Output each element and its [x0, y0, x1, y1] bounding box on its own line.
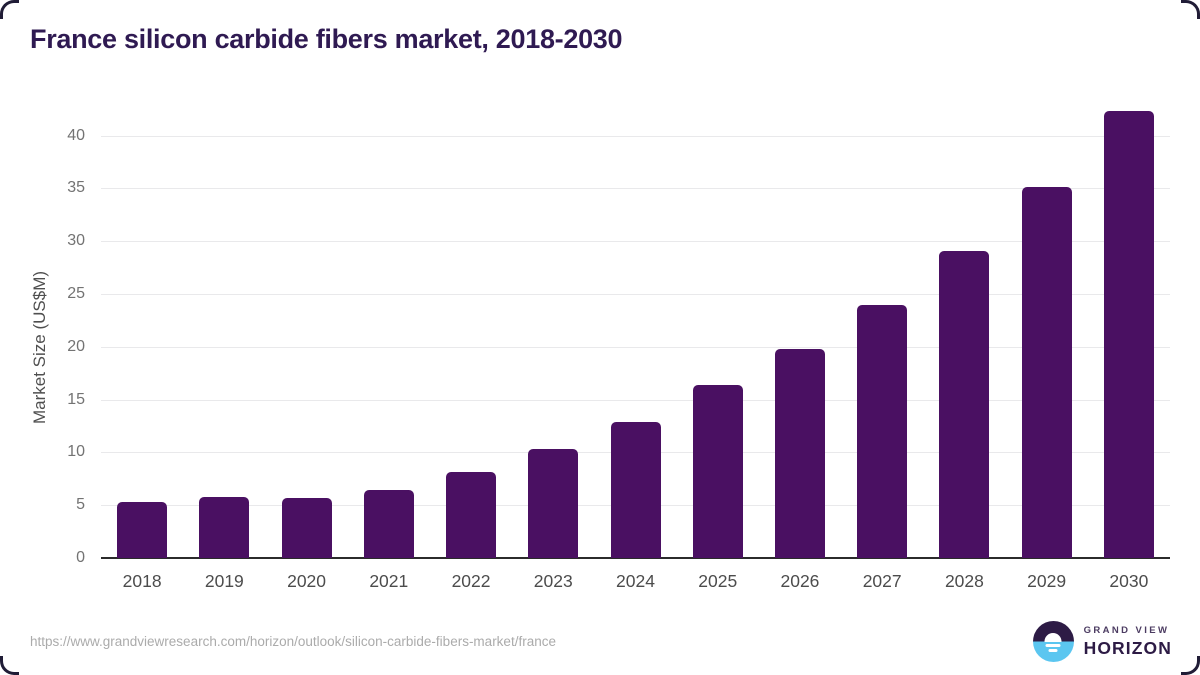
x-tick-label-2025: 2025: [698, 571, 738, 591]
x-tick-label-2024: 2024: [616, 571, 655, 591]
source-url: https://www.grandviewresearch.com/horizo…: [30, 634, 556, 649]
y-tick-label-20: 20: [67, 337, 85, 355]
bar-2021[interactable]: [363, 490, 414, 558]
bar-2028[interactable]: [939, 250, 990, 558]
bar-2026[interactable]: [774, 348, 825, 558]
gridline-40: [101, 135, 1170, 137]
x-tick-label-2030: 2030: [1109, 571, 1149, 591]
logo-reflection-line-icon: [1045, 643, 1061, 647]
y-tick-label-40: 40: [67, 126, 85, 144]
bar-2022[interactable]: [446, 472, 497, 558]
x-axis-line: [101, 557, 1170, 559]
bar-2029[interactable]: [1021, 187, 1072, 558]
x-tick-label-2026: 2026: [780, 571, 820, 591]
card-corner-top-left: [0, 0, 19, 19]
y-tick-label-5: 5: [76, 496, 85, 514]
horizon-sunrise-icon: [1032, 621, 1074, 662]
grand-view-horizon-logo: GRAND VIEW HORIZON: [1032, 621, 1172, 662]
bar-2018[interactable]: [117, 502, 168, 558]
gridline-15: [101, 399, 1170, 401]
x-tick-label-2020: 2020: [287, 571, 327, 591]
y-tick-label-25: 25: [67, 285, 85, 302]
y-tick-label-15: 15: [67, 390, 85, 408]
logo-brand-name: GRAND VIEW: [1083, 624, 1170, 636]
y-tick-label-0: 0: [76, 549, 85, 566]
bar-2027[interactable]: [857, 304, 908, 558]
bar-2030[interactable]: [1103, 111, 1154, 558]
x-tick-label-2019: 2019: [204, 571, 244, 591]
gridline-30: [101, 241, 1170, 243]
y-tick-label-35: 35: [67, 179, 85, 197]
gridline-25: [101, 294, 1170, 295]
y-tick-label-30: 30: [67, 232, 85, 250]
logo-sun-dome-icon: [1044, 633, 1062, 642]
footer: https://www.grandviewresearch.com/horizo…: [30, 621, 1172, 662]
gridline-35: [101, 188, 1170, 190]
x-tick-label-2028: 2028: [944, 571, 984, 591]
x-tick-label-2021: 2021: [369, 571, 409, 591]
y-tick-label-10: 10: [67, 443, 85, 461]
x-tick-label-2018: 2018: [122, 571, 162, 591]
bar-2019[interactable]: [199, 496, 250, 558]
x-tick-label-2023: 2023: [533, 571, 573, 591]
x-tick-label-2027: 2027: [862, 571, 902, 591]
logo-reflection-line-icon: [1048, 649, 1058, 652]
card-corner-top-right: [1181, 0, 1200, 19]
logo-text: GRAND VIEW HORIZON: [1084, 625, 1172, 659]
gridline-20: [101, 346, 1170, 348]
x-tick-label-2029: 2029: [1027, 571, 1067, 591]
card-corner-bottom-right: [1181, 656, 1200, 675]
bar-2024[interactable]: [610, 421, 661, 558]
plot-area: 0 5 10 15 20 25 30 35 40 2018 2019 2020 2021 2022 2023…: [67, 111, 1170, 591]
x-tick-label-2022: 2022: [451, 571, 491, 591]
bar-2020[interactable]: [281, 497, 332, 558]
bar-2023[interactable]: [528, 449, 579, 558]
logo-product-name: HORIZON: [1083, 637, 1172, 658]
card-corner-bottom-left: [0, 656, 19, 675]
chart-title: France silicon carbide fibers market, 20…: [30, 24, 623, 54]
bar-2025[interactable]: [692, 384, 743, 558]
